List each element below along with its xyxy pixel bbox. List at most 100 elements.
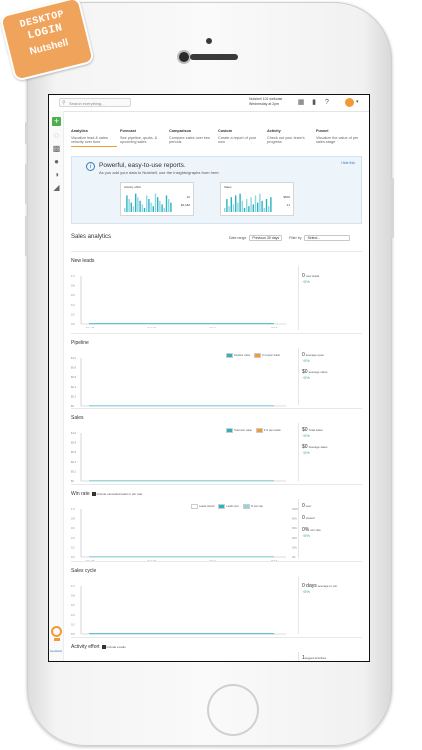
promo-banner: i Powerful, easy-to-use reports. As you …: [71, 156, 362, 224]
y-tick-label: $0.4: [71, 460, 77, 464]
legend-item[interactable]: Leads won: [218, 504, 239, 509]
stat-change-value: 0%: [304, 375, 310, 380]
mini-bar: [126, 195, 128, 212]
promo-subtext: As you add your data to Nutshell, use th…: [99, 170, 220, 175]
stat-value: 0: [302, 515, 305, 521]
legend-swatch: [242, 504, 250, 509]
x-tick-label: Oct 9: [271, 326, 278, 328]
stat-value: 0%: [302, 527, 310, 533]
mini-chart-value: $600: [283, 195, 290, 199]
avatar[interactable]: [345, 98, 354, 107]
mini-bar: [270, 197, 272, 212]
x-tick-label: Oct 2: [209, 326, 216, 328]
stat: 0new leads ↑0%: [302, 273, 319, 284]
include-checkbox[interactable]: [101, 644, 106, 649]
feedback-link[interactable]: feedback: [49, 649, 63, 653]
stat-change: ↑0%: [302, 375, 327, 380]
chart-title-text: Pipeline: [71, 340, 89, 346]
app-screen: ⚲ Search everything... Nutshell 101 webc…: [48, 94, 370, 662]
y-tick-label: $0.4: [71, 385, 77, 389]
legend-swatch: [191, 504, 198, 509]
legend-item[interactable]: Total won value: [226, 428, 252, 433]
stat-change-value: 0%: [304, 589, 310, 594]
stat-label: Total sales: [308, 428, 323, 432]
stat: $0Average sales ↑0%: [302, 444, 328, 455]
tab-title: Activity: [267, 129, 281, 133]
pie-chart-icon[interactable]: ◑: [54, 170, 59, 179]
y-tick-label: $0: [71, 404, 74, 408]
calendar-icon[interactable]: ▦: [297, 99, 305, 106]
legend-label: Pipeline value: [234, 354, 251, 358]
legend-item[interactable]: # of won leads: [255, 428, 281, 433]
legend-item[interactable]: Leads closed: [191, 504, 214, 509]
tab-analytics[interactable]: Analytics Visualize lead & sales velocity…: [71, 129, 117, 147]
people-icon[interactable]: ●: [54, 157, 59, 166]
legend-item[interactable]: % win rate: [242, 504, 263, 509]
mini-bar: [163, 208, 165, 212]
tab-activity[interactable]: Activity Check out your team's progress: [267, 129, 313, 145]
home-button[interactable]: [207, 684, 259, 736]
stat-change-value: 0%: [304, 433, 310, 438]
webinar-notice[interactable]: Nutshell 101 webcast Wednesday at 2pm: [249, 97, 282, 106]
stat-change: ↑0%: [302, 279, 319, 284]
chart-legend: Total won value # of won leads: [226, 428, 285, 433]
up-arrow-icon: ↑: [302, 279, 304, 284]
stat-value: 0 days: [302, 583, 317, 589]
filter-select[interactable]: Select...: [304, 235, 351, 241]
stat-value: $0: [302, 444, 308, 450]
dashboard-gauge-icon[interactable]: ◌: [54, 131, 59, 140]
search-input[interactable]: ⚲ Search everything...: [59, 98, 131, 107]
y-tick-label: $1.0: [71, 431, 77, 435]
tab-funnel[interactable]: Funnel Visualize the value of per sales s…: [316, 129, 362, 145]
stat-change: ↑0%: [302, 358, 324, 363]
y-right-tick-label: 80%: [292, 518, 298, 521]
tab-comparison[interactable]: Comparison Compare sales over two periods: [169, 129, 215, 145]
x-tick-label: Oct 2: [209, 559, 216, 561]
mini-bar: [230, 197, 232, 212]
stat-line: 0average open: [302, 352, 324, 358]
y-tick-label: $0.8: [71, 441, 77, 445]
sidebar: + ◌ ▩ ● ◑ ◢ feedback: [49, 111, 64, 661]
add-icon[interactable]: +: [52, 116, 61, 126]
y-tick-label: $0.8: [71, 366, 77, 370]
legend-item[interactable]: # of open leads: [254, 353, 280, 358]
reports-icon[interactable]: ◢: [53, 183, 60, 192]
chart-card-new-leads: New leads 1.0 0.8 0.6 0.4 0.2 0.0 Sep 16 Sep 23 O…: [71, 251, 363, 332]
stat-label: logged activities: [304, 656, 327, 660]
tab-description: Visualize the value of per sales stage: [316, 135, 359, 145]
date-range-select[interactable]: Previous 30 days: [249, 235, 283, 241]
chevron-down-icon[interactable]: ▾: [356, 99, 359, 105]
chart-title-text: Sales cycle: [71, 568, 97, 574]
mini-bar: [146, 195, 148, 212]
x-tick-label: Oct 9: [271, 559, 278, 561]
legend-label: # of open leads: [262, 354, 280, 358]
y-tick-label: 0.0: [71, 322, 75, 326]
mini-bar: [261, 200, 263, 212]
mini-bar: [124, 208, 126, 212]
tab-title: Custom: [218, 129, 233, 133]
bookmark-icon[interactable]: ▮: [312, 99, 316, 106]
hide-promo-link[interactable]: Hide this: [341, 161, 355, 165]
include-checkbox[interactable]: [91, 491, 96, 496]
stat: $0average value ↑0%: [302, 369, 327, 380]
chart-title: Activity effort Include emails: [71, 644, 126, 650]
stat-line: $0Total sales: [302, 427, 323, 433]
mini-bar: [265, 199, 268, 212]
y-tick-label: 0.8: [71, 284, 75, 288]
x-tick-label: Sep 16: [86, 559, 95, 561]
search-icon: ⚲: [62, 100, 66, 106]
promo-mini-chart-left: Activity effort 10 $2,180: [120, 182, 194, 216]
legend-item[interactable]: Pipeline value: [226, 353, 251, 358]
mini-bars-left: [124, 193, 172, 212]
stat-change-value: 0%: [304, 450, 310, 455]
companies-icon[interactable]: ▩: [52, 144, 61, 153]
y-tick-label: 1.0: [71, 584, 75, 588]
volume-up-button: [25, 164, 28, 204]
mini-bar: [130, 202, 132, 212]
stats-panel: 1logged activities: [298, 652, 363, 661]
stats-panel: 0 daysaverage to win ↑0%: [298, 576, 363, 634]
help-icon[interactable]: ?: [325, 99, 329, 106]
tab-custom[interactable]: Custom Create a report of your own: [218, 129, 264, 145]
tab-forecast[interactable]: Forecast See pipeline, quota, & upcoming …: [120, 129, 166, 145]
stat-label: win rate: [310, 528, 321, 532]
